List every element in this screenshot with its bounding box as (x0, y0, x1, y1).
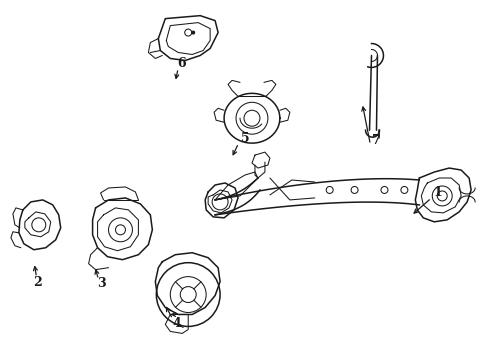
Text: 4: 4 (172, 317, 181, 330)
Text: 2: 2 (33, 276, 42, 289)
Text: 7: 7 (372, 134, 381, 147)
Text: 5: 5 (241, 132, 249, 145)
Text: 1: 1 (434, 186, 442, 199)
Text: 3: 3 (97, 278, 105, 291)
Circle shape (192, 31, 195, 34)
Text: 6: 6 (177, 57, 186, 70)
